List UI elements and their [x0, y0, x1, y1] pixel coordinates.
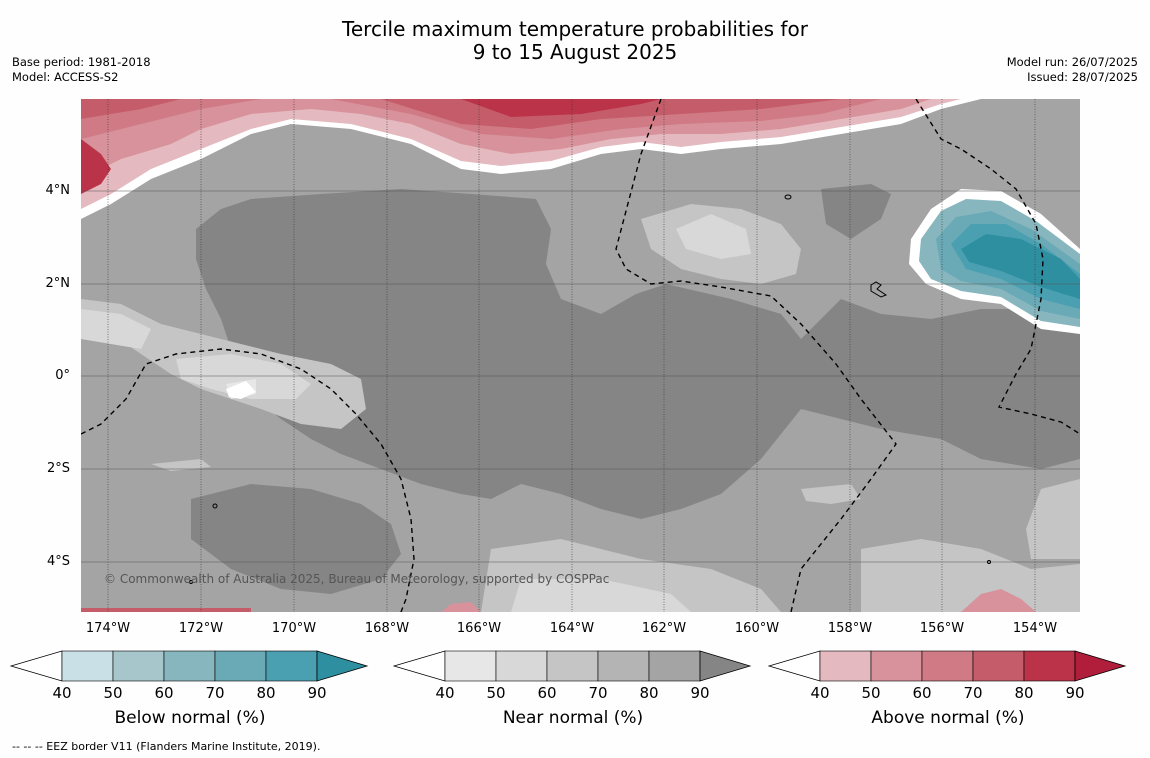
map-title: Tercile maximum temperature probabilitie… [0, 18, 1150, 64]
copyright-notice: © Commonwealth of Australia 2025, Bureau… [104, 572, 610, 586]
lon-label-154w: 154°W [1012, 621, 1058, 636]
cbar-tick: 40 [810, 684, 830, 702]
issued-date: Issued: 28/07/2025 [1027, 70, 1138, 84]
above-normal-south2 [961, 589, 1036, 612]
colorbar-low-extend [768, 650, 821, 682]
lon-label-156w: 156°W [919, 621, 965, 636]
cbar-tick: 90 [690, 684, 710, 702]
cbar-tick: 70 [963, 684, 983, 702]
colorbar-near-normal [393, 650, 752, 682]
lat-label-4n: 4°N [45, 183, 71, 198]
cbar-tick: 60 [912, 684, 932, 702]
above-normal-west-90 [81, 139, 111, 194]
model-name: Model: ACCESS-S2 [12, 70, 119, 84]
near-normal-60-central [676, 214, 751, 259]
near-normal-90-ne [821, 184, 891, 239]
cbar-tick: 50 [861, 684, 881, 702]
colorbar-segment [921, 650, 974, 682]
colorbar-high-extend [1074, 650, 1127, 682]
near-normal-60-west [81, 309, 151, 349]
colorbar-segment [972, 650, 1025, 682]
cbar-tick: 80 [1014, 684, 1034, 702]
cbar-tick: 90 [307, 684, 327, 702]
colorbar-segment [870, 650, 923, 682]
model-run: Model run: 26/07/2025 [1006, 55, 1138, 69]
colorbar-segment [495, 650, 548, 682]
latitude-lines [81, 190, 1080, 563]
colorbar-low-extend [10, 650, 63, 682]
lon-label-174w: 174°W [85, 621, 131, 636]
lat-label-4s: 4°S [46, 554, 70, 569]
colorbar-high-extend [316, 650, 369, 682]
base-period: Base period: 1981-2018 [12, 55, 151, 69]
above-normal-90 [461, 99, 661, 117]
lon-label-158w: 158°W [827, 621, 873, 636]
cbar-tick: 60 [154, 684, 174, 702]
cbar-tick: 70 [588, 684, 608, 702]
near-normal-70-small [801, 484, 861, 504]
colorbar-segment [214, 650, 267, 682]
colorbar-title-near: Near normal (%) [502, 708, 644, 728]
colorbar-high-extend [699, 650, 752, 682]
lat-label-2n: 2°N [45, 276, 71, 291]
colorbar-above-normal [768, 650, 1127, 682]
cbar-tick: 50 [103, 684, 123, 702]
colorbar-title-above: Above normal (%) [871, 708, 1025, 728]
title-line-2: 9 to 15 August 2025 [472, 40, 678, 64]
colorbar-segment [819, 650, 872, 682]
colorbar-segment [648, 650, 701, 682]
graticule [107, 99, 1036, 612]
lat-label-0: 0° [55, 368, 70, 383]
colorbar-title-below: Below normal (%) [114, 708, 266, 728]
colorbar-segment [546, 650, 599, 682]
below-normal-90 [961, 234, 1080, 299]
eez-borders [81, 99, 1080, 612]
above-normal-south-line [81, 608, 251, 612]
colorbar-segment [444, 650, 497, 682]
colorbar-segment [61, 650, 114, 682]
cbar-tick: 80 [639, 684, 659, 702]
cbar-tick: 60 [537, 684, 557, 702]
cbar-tick: 40 [435, 684, 455, 702]
cbar-tick: 70 [205, 684, 225, 702]
above-normal-south [441, 602, 481, 612]
near-normal-white-spot [226, 381, 256, 399]
colorbar-segment [597, 650, 650, 682]
near-normal-70-sw [151, 459, 211, 471]
above-normal-80 [81, 99, 181, 119]
colorbar-segment [163, 650, 216, 682]
colorbar-segment [112, 650, 165, 682]
lat-label-2s: 2°S [46, 461, 70, 476]
lon-label-160w: 160°W [734, 621, 780, 636]
colorbar-segment [1023, 650, 1076, 682]
colorbar-below-normal [10, 650, 369, 682]
near-normal-90-sw [191, 484, 401, 594]
cbar-tick: 80 [256, 684, 276, 702]
colorbar-low-extend [393, 650, 446, 682]
meta-right: Model run: 26/07/2025 Issued: 28/07/2025 [1007, 55, 1138, 85]
lon-label-172w: 172°W [178, 621, 224, 636]
lon-label-166w: 166°W [456, 621, 502, 636]
lon-label-164w: 164°W [549, 621, 595, 636]
near-normal-90-region [196, 189, 1080, 519]
near-normal-70-se [1026, 479, 1080, 559]
colorbar-segment [265, 650, 318, 682]
near-normal-70-south [861, 539, 1080, 612]
map-plot [81, 99, 1080, 612]
lon-label-168w: 168°W [364, 621, 410, 636]
near-normal-60-sc [511, 579, 691, 612]
meta-left: Base period: 1981-2018 Model: ACCESS-S2 [12, 55, 151, 85]
lon-label-162w: 162°W [641, 621, 687, 636]
near-normal-60-west2 [176, 354, 311, 399]
cbar-tick: 40 [52, 684, 72, 702]
eez-footnote: -- -- -- EEZ border V11 (Flanders Marine… [12, 740, 321, 753]
cbar-tick: 50 [486, 684, 506, 702]
title-line-1: Tercile maximum temperature probabilitie… [342, 17, 808, 41]
islands [189, 194, 991, 584]
lon-label-170w: 170°W [271, 621, 317, 636]
cbar-tick: 90 [1065, 684, 1085, 702]
